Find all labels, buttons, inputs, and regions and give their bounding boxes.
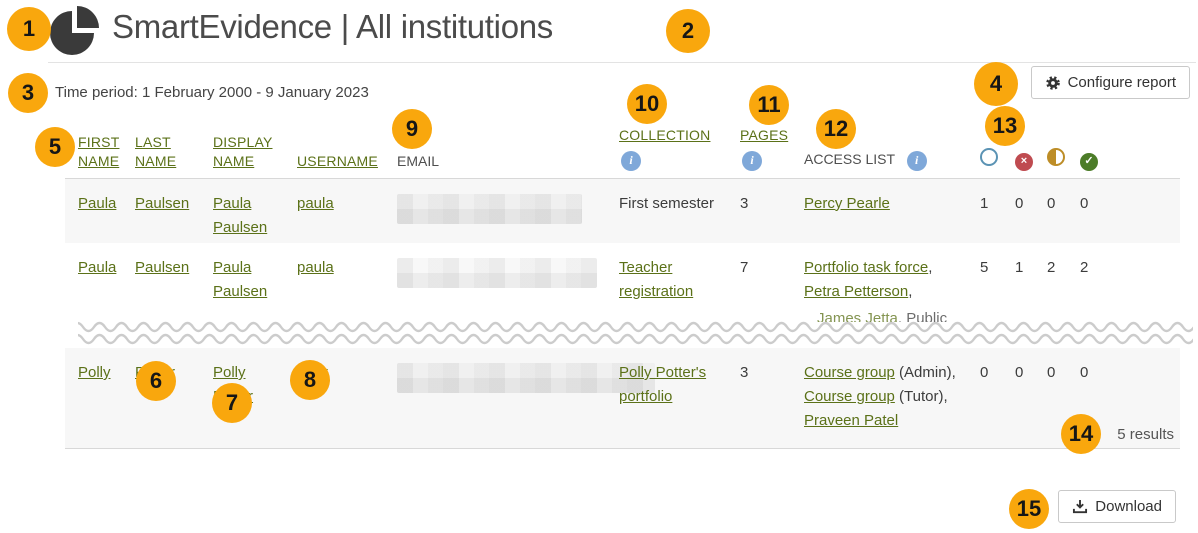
count-not-started: 0 <box>980 364 989 381</box>
first-name-link[interactable]: Paula <box>78 259 117 276</box>
column-email: EMAIL <box>397 152 440 169</box>
sort-last-name[interactable]: LAST NAME <box>135 133 177 169</box>
redacted-email <box>397 258 597 288</box>
callout-badge-7: 7 <box>212 383 252 423</box>
access-role-text: (Admin), <box>894 364 956 381</box>
table-row: Paula Paulsen Paula Paulsen paula First … <box>65 178 1180 243</box>
configure-report-label: Configure report <box>1067 74 1176 91</box>
page-title: SmartEvidence | All institutions <box>112 8 554 45</box>
username-link[interactable]: paula <box>297 194 334 212</box>
count-fail: 0 <box>1015 194 1024 212</box>
header-divider <box>48 62 1196 63</box>
count-fail: 0 <box>1015 364 1024 381</box>
callout-badge-12: 12 <box>816 109 856 149</box>
last-name-link[interactable]: Paulsen <box>135 194 190 212</box>
count-not-started: 5 <box>980 259 989 276</box>
callout-badge-8: 8 <box>290 360 330 400</box>
callout-badge-3: 3 <box>8 73 48 113</box>
callout-badge-1: 1 <box>7 7 51 51</box>
last-name-link[interactable]: Paulsen <box>135 259 190 276</box>
table-row: Polly Potter Polly Potter polly Polly Po… <box>65 348 1180 448</box>
table-row: Paula Paulsen Paula Paulsen paula Teache… <box>65 243 1180 305</box>
access-list-separator: , <box>928 259 933 276</box>
callout-badge-9: 9 <box>392 109 432 149</box>
callout-badge-14: 14 <box>1061 414 1101 454</box>
pages-info-icon[interactable]: i <box>742 150 762 171</box>
first-name-link[interactable]: Paula <box>78 194 117 212</box>
collection-link[interactable]: Polly Potter's portfolio <box>619 364 707 405</box>
pie-chart-logo-icon <box>50 6 99 55</box>
column-access-list: ACCESS LIST <box>804 151 895 168</box>
truncated-access-list-text: James Jetta, Public <box>817 310 948 322</box>
status-partial-icon <box>1047 147 1065 166</box>
username-link[interactable]: paula <box>297 259 334 276</box>
sort-first-name[interactable]: FIRST NAME <box>78 133 120 169</box>
access-list-separator: , <box>908 283 913 300</box>
status-empty-circle-icon <box>980 147 998 166</box>
collection-name: First semester <box>619 194 715 212</box>
results-count: 5 results <box>1117 426 1174 443</box>
access-list-link[interactable]: Percy Pearle <box>804 194 890 212</box>
redacted-email <box>397 363 655 393</box>
download-label: Download <box>1095 498 1162 515</box>
sort-pages[interactable]: PAGES <box>740 127 789 144</box>
count-partial: 0 <box>1047 194 1056 212</box>
access-list-link[interactable]: Course group <box>804 364 895 381</box>
callout-badge-11: 11 <box>749 85 789 125</box>
access-list-link[interactable]: Praveen Patel <box>804 412 899 429</box>
count-partial: 2 <box>1047 259 1056 276</box>
pages-count: 7 <box>740 259 749 276</box>
sort-username[interactable]: USERNAME <box>297 152 378 169</box>
access-list-link[interactable]: Petra Petterson <box>804 283 909 300</box>
count-not-started: 1 <box>980 194 989 212</box>
pages-count: 3 <box>740 194 749 212</box>
count-fail: 1 <box>1015 259 1024 276</box>
display-name-link[interactable]: Paula Paulsen <box>213 194 268 236</box>
download-button[interactable]: Download <box>1058 490 1176 523</box>
status-fail-icon: × <box>1015 152 1033 171</box>
redacted-email <box>397 193 582 224</box>
access-list-info-icon[interactable]: i <box>906 150 927 171</box>
download-icon <box>1073 499 1088 514</box>
access-list-link[interactable]: Portfolio task force <box>804 259 929 276</box>
sort-collection[interactable]: COLLECTION <box>619 127 711 144</box>
count-partial: 0 <box>1047 364 1056 381</box>
callout-badge-13: 13 <box>985 106 1025 146</box>
callout-badge-6: 6 <box>136 361 176 401</box>
content-cut-separator-row: James Jetta, Public <box>65 305 1193 348</box>
collection-info-icon[interactable]: i <box>621 150 641 171</box>
sort-display-name[interactable]: DISPLAY NAME <box>213 133 273 169</box>
gear-icon <box>1045 75 1060 90</box>
configure-report-button[interactable]: Configure report <box>1030 66 1190 99</box>
count-complete: 0 <box>1080 364 1089 381</box>
callout-badge-4: 4 <box>974 62 1018 106</box>
first-name-link[interactable]: Polly <box>78 364 111 381</box>
callout-badge-5: 5 <box>35 127 75 167</box>
collection-link[interactable]: Teacher registration <box>619 259 694 300</box>
count-complete: 2 <box>1080 259 1089 276</box>
display-name-link[interactable]: Paula Paulsen <box>213 259 268 300</box>
torn-edge-wavy-icon <box>78 321 1193 345</box>
time-period-label: Time period: 1 February 2000 - 9 January… <box>55 84 369 101</box>
callout-badge-2: 2 <box>666 9 710 53</box>
access-role-text: (Tutor), <box>894 388 948 405</box>
callout-badge-10: 10 <box>627 84 667 124</box>
callout-badge-15: 15 <box>1009 489 1049 529</box>
status-complete-icon: ✓ <box>1080 152 1098 171</box>
count-complete: 0 <box>1080 194 1089 212</box>
access-list-link[interactable]: Course group <box>804 388 895 405</box>
report-table: FIRST NAME LAST NAME DISPLAY NAME USERNA… <box>65 112 1193 449</box>
pages-count: 3 <box>740 364 749 381</box>
